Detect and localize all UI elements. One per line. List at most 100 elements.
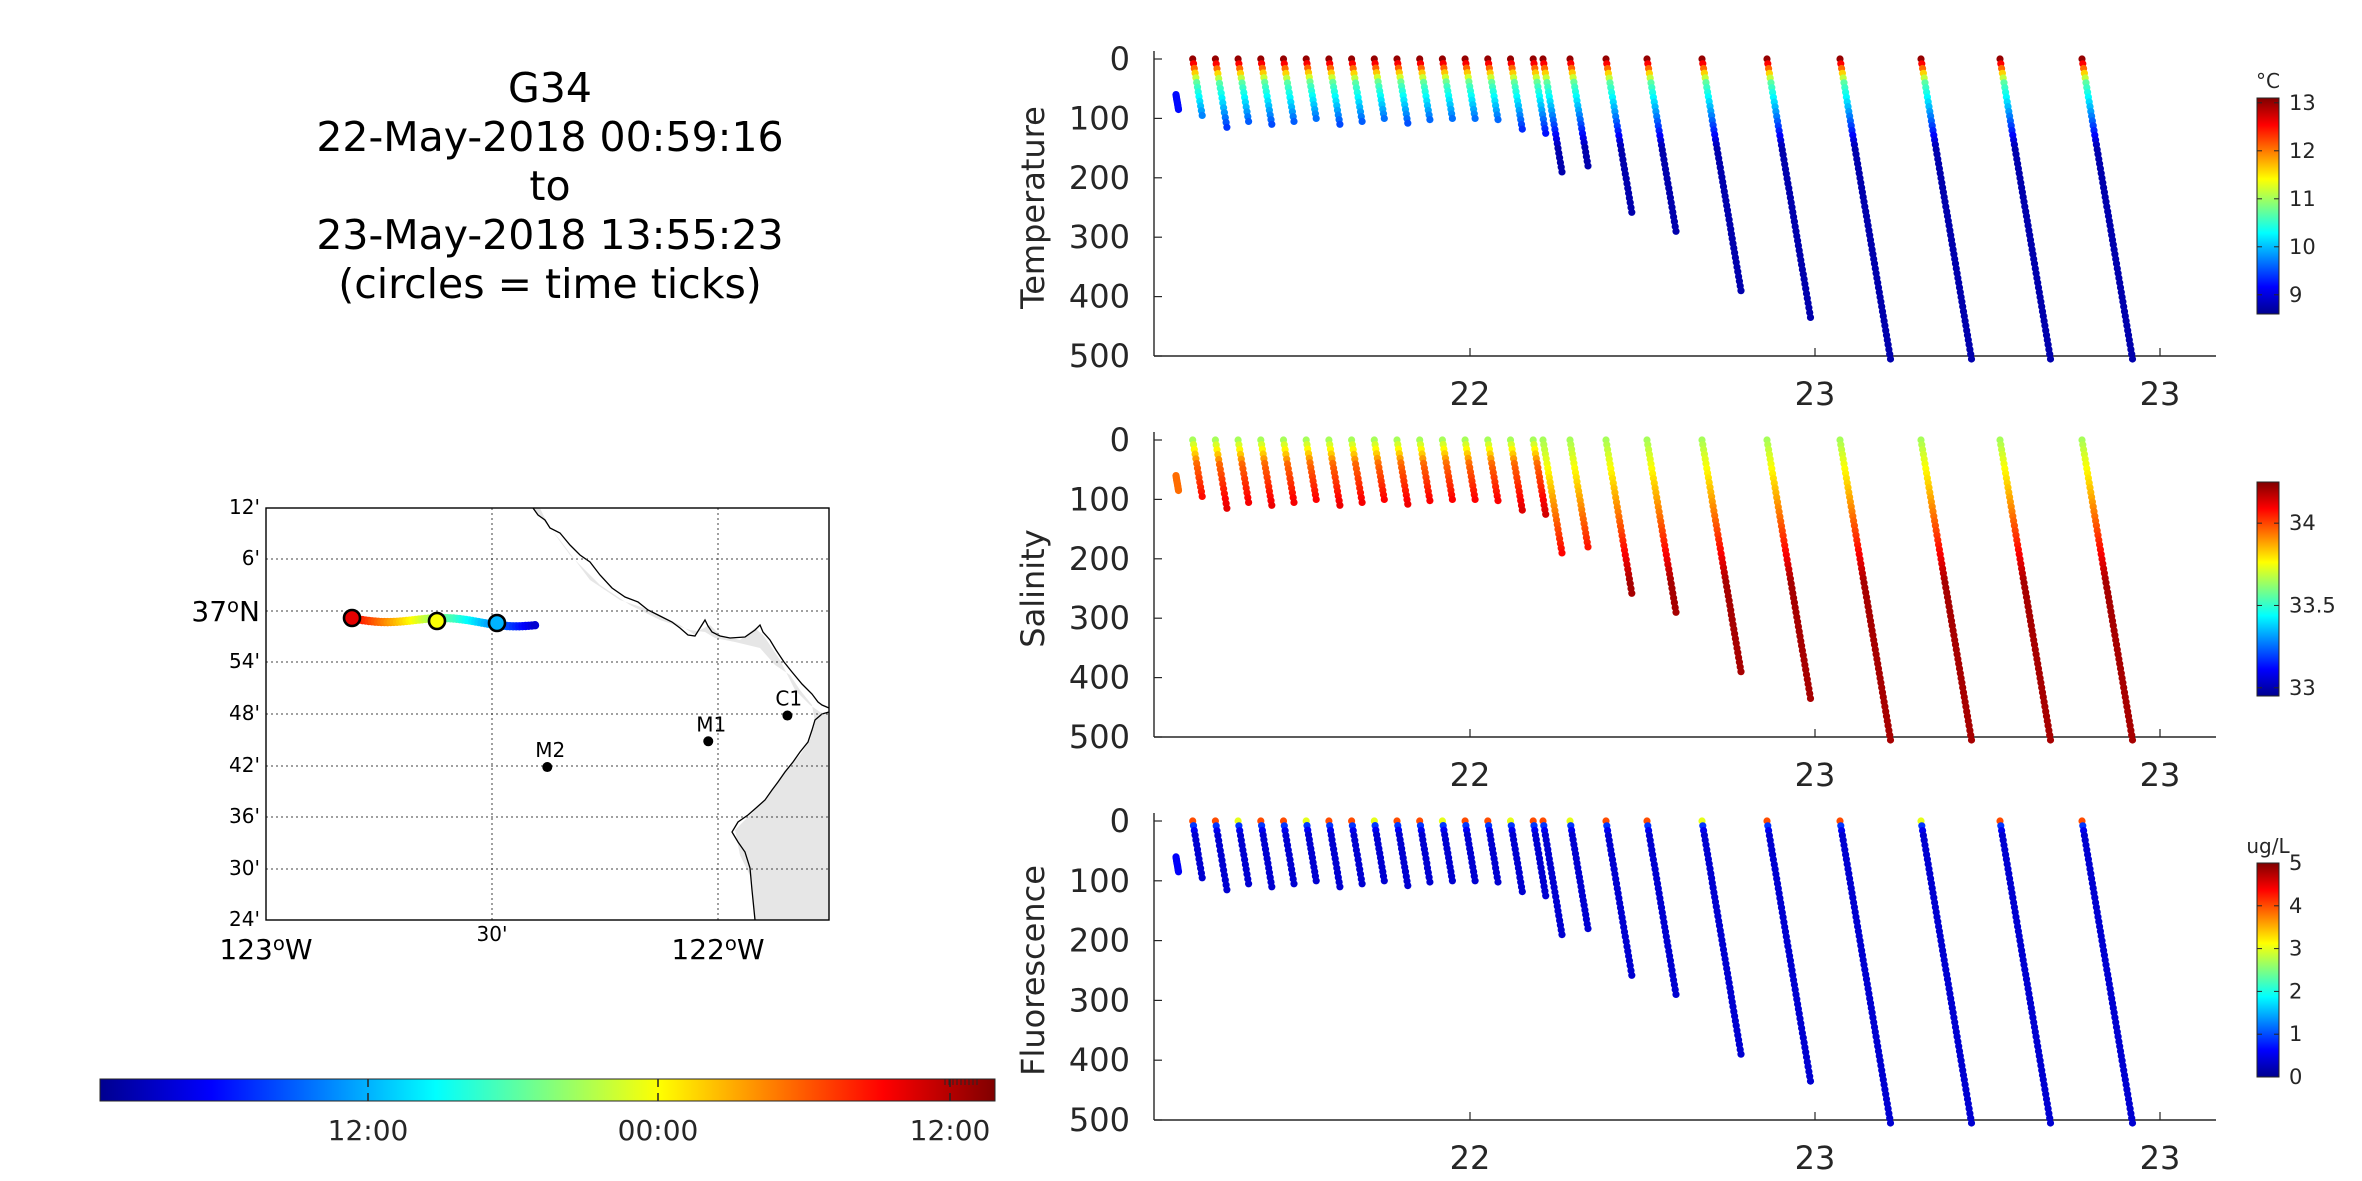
profile-points: [1172, 55, 2137, 363]
track-point: [530, 621, 540, 630]
profile-point: [1584, 162, 1592, 170]
title-note: (circles = time ticks): [338, 260, 762, 308]
profile-point: [1245, 880, 1253, 888]
profile-point: [1426, 878, 1434, 886]
profile-point: [1268, 120, 1276, 128]
x-tick-label: 23: [1795, 375, 1836, 413]
profile-point: [1312, 114, 1320, 122]
profile-point: [1471, 114, 1479, 122]
profile-point: [1198, 111, 1206, 119]
profile-point: [1198, 874, 1206, 882]
station-label: C1: [775, 687, 802, 711]
y-tick-label: 0: [1110, 802, 1130, 840]
profile-points: [1172, 436, 2137, 744]
profile-point: [1967, 1119, 1976, 1127]
colorbar-tick-label: 2: [2289, 979, 2302, 1003]
profile-point: [1672, 990, 1680, 999]
profile-point: [1268, 501, 1276, 509]
y-tick-label: 100: [1069, 862, 1130, 900]
colorbar-unit-label: °C: [2256, 69, 2280, 93]
profile-point: [1886, 736, 1895, 744]
y-tick-label: 500: [1069, 1101, 1130, 1139]
time-tick-circle: [487, 613, 507, 633]
profile-point: [2128, 355, 2137, 363]
profile-point: [1672, 227, 1680, 235]
profile-point: [1268, 883, 1276, 891]
glider-track: [342, 608, 540, 633]
track-map: 12' 6' 37oN 54' 48' 42' 36' 30' 24'123oW 30' 122oW…: [191, 495, 830, 966]
colorbar-tick-label: 0: [2289, 1065, 2302, 1089]
profile-point: [1426, 497, 1434, 505]
profile-point: [1558, 931, 1566, 939]
profile-point: [1672, 608, 1680, 616]
y-axis-label: Salinity: [1014, 529, 1052, 647]
profile-point: [1358, 880, 1366, 888]
profile-point: [1628, 208, 1636, 216]
profile-point: [1806, 694, 1815, 703]
y-tick-label: 400: [1069, 659, 1130, 697]
colorbar-tick-label: 1: [2289, 1022, 2302, 1046]
profile-point: [1558, 168, 1566, 176]
y-tick-label: 300: [1069, 599, 1130, 637]
x-tick-label: 23: [2140, 756, 2181, 794]
profile-point: [1380, 877, 1388, 885]
colorbar-tick-label: 4: [2289, 894, 2302, 918]
map-lat-tick-label: 12': [229, 495, 260, 519]
x-tick-label: 23: [2140, 1139, 2181, 1177]
profile-point: [1494, 878, 1502, 886]
map-frame: [265, 507, 830, 921]
y-axis-label: Fluorescence: [1014, 865, 1052, 1076]
time-colorbar-tick-label: 00:00: [618, 1114, 699, 1147]
colorbar-tick-label: 33.5: [2289, 593, 2336, 617]
profile-point: [1628, 971, 1636, 979]
profile-points: [1172, 817, 2137, 1127]
profile-point: [1737, 668, 1745, 676]
map-lat-tick-label: 42': [229, 753, 260, 777]
profile-point: [1290, 498, 1298, 506]
y-tick-label: 100: [1069, 480, 1130, 518]
profile-point: [1404, 119, 1412, 127]
colorbar-tick-label: 33: [2289, 676, 2316, 700]
profile-point: [1806, 1077, 1815, 1085]
time-tick-circle: [342, 608, 362, 628]
y-tick-label: 500: [1069, 337, 1130, 375]
map-lat-tick-label: 54': [229, 649, 260, 673]
profile-point: [1448, 877, 1456, 885]
profile-point: [2046, 1119, 2055, 1127]
profile-point: [1336, 501, 1344, 509]
colorbar-tick-label: 9: [2289, 283, 2302, 307]
profile-point: [2046, 736, 2055, 744]
profile-point: [1471, 495, 1479, 503]
profile-point: [1336, 120, 1344, 128]
profile-point: [1380, 114, 1388, 122]
station-marker: [782, 710, 793, 721]
colorbar-tick-label: 3: [2289, 937, 2302, 961]
profile-point: [1886, 355, 1895, 363]
panel-salinity: 0 100 200 300 400 500 22 23 23 Salinity 33 33.5 34: [1014, 421, 2336, 794]
profile-point: [1174, 868, 1183, 876]
profile-point: [1448, 114, 1456, 122]
profile-point: [1404, 500, 1412, 508]
profile-point: [2046, 355, 2055, 363]
profile-point: [1967, 355, 1976, 363]
profile-point: [1245, 498, 1253, 506]
profile-point: [1174, 486, 1183, 495]
profile-point: [1584, 925, 1592, 933]
profile-point: [1542, 892, 1550, 900]
x-tick-label: 22: [1450, 1139, 1491, 1177]
y-tick-label: 500: [1069, 718, 1130, 756]
title-start: 22-May-2018 00:59:16: [316, 113, 784, 161]
profile-point: [1886, 1119, 1895, 1127]
profile-point: [1737, 287, 1745, 295]
profile-point: [1380, 495, 1388, 503]
y-tick-label: 200: [1069, 159, 1130, 197]
colorbar-tick-label: 12: [2289, 139, 2316, 163]
y-axis-label: Temperature: [1014, 106, 1052, 310]
profile-point: [1542, 129, 1550, 137]
profile-point: [1426, 116, 1434, 124]
station-label: M2: [535, 738, 565, 762]
mooring-stations: C1 M1 M2: [535, 687, 802, 773]
profile-point: [1198, 492, 1206, 500]
y-tick-label: 0: [1110, 40, 1130, 78]
